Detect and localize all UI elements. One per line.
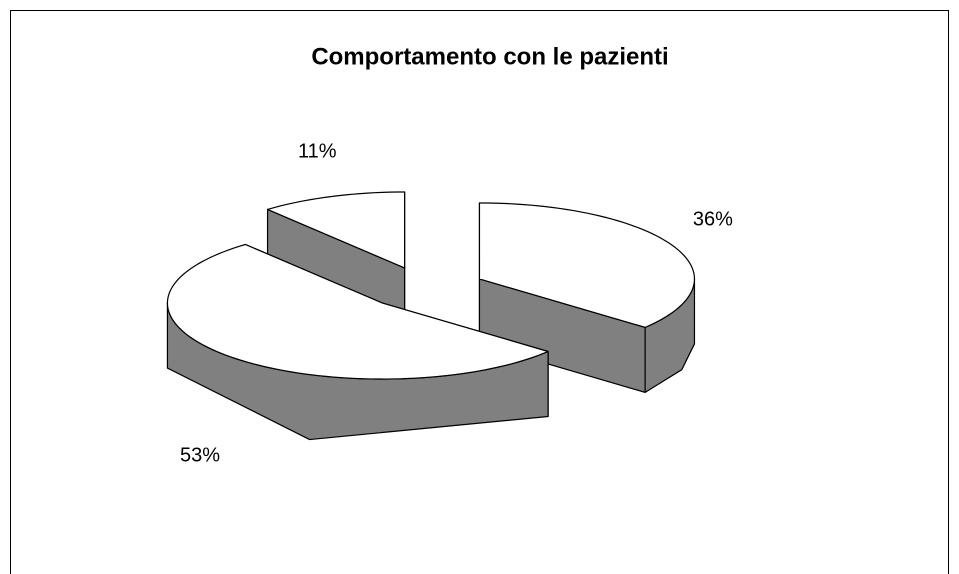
slice-top [478, 202, 696, 328]
data-label: 11% [298, 141, 337, 163]
slice [478, 202, 696, 393]
data-label: 36% [693, 208, 733, 230]
slice-top [266, 191, 406, 269]
slice-top [166, 243, 549, 380]
chart-title: Comportamento con le pazienti [311, 43, 668, 70]
data-label: 53% [180, 444, 220, 466]
slice [166, 243, 549, 441]
